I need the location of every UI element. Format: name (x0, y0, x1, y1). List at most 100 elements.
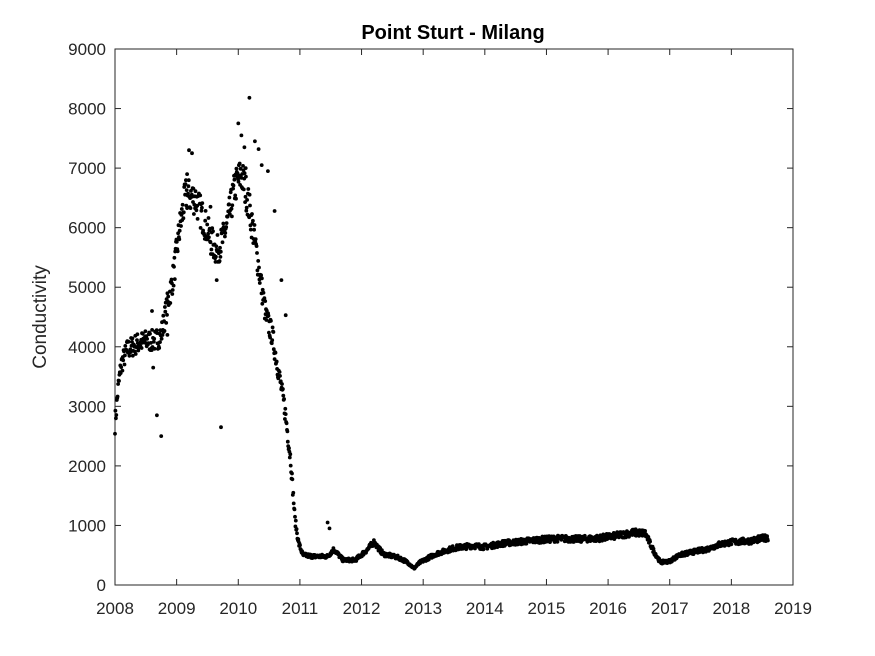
data-point (327, 526, 332, 531)
data-point (243, 166, 248, 171)
x-tick-label: 2014 (466, 599, 504, 618)
data-point (260, 276, 264, 281)
y-tick-label: 0 (97, 576, 106, 595)
x-tick-label: 2011 (282, 599, 319, 618)
x-tick-label: 2010 (219, 599, 257, 618)
data-point (227, 212, 232, 216)
chart-title: Point Sturt - Milang (361, 22, 544, 44)
data-point (266, 313, 271, 318)
data-point (208, 240, 213, 245)
data-point (244, 174, 248, 179)
data-point (155, 413, 159, 418)
data-point (174, 240, 179, 244)
data-point (223, 231, 228, 235)
data-point (221, 221, 226, 226)
data-point (643, 529, 647, 533)
data-point (184, 188, 189, 193)
data-point (218, 255, 223, 259)
data-point (261, 290, 266, 295)
data-point (231, 186, 236, 191)
data-point (157, 346, 162, 350)
data-point (244, 208, 249, 213)
data-point (298, 543, 302, 548)
data-point (244, 205, 249, 210)
data-point (165, 333, 170, 337)
data-point (214, 254, 218, 259)
data-point (206, 231, 211, 236)
data-point (259, 163, 264, 168)
x-tick-label: 2013 (404, 599, 442, 618)
data-point (219, 425, 223, 430)
data-point (262, 296, 267, 301)
data-point (205, 222, 210, 227)
data-point (195, 203, 200, 208)
data-point (256, 147, 261, 152)
data-point (264, 318, 269, 322)
data-point (215, 233, 220, 237)
data-point (253, 139, 257, 144)
data-point (257, 265, 261, 270)
data-point (224, 221, 229, 226)
data-point (287, 455, 292, 460)
data-point (220, 240, 225, 245)
data-point (572, 540, 576, 544)
data-point (290, 471, 294, 476)
data-point (291, 501, 296, 506)
data-point (214, 278, 219, 282)
data-points (113, 95, 770, 571)
data-point (284, 421, 289, 426)
data-point (152, 346, 157, 351)
x-tick-label: 2019 (774, 599, 812, 618)
data-point (130, 353, 135, 358)
data-point (152, 336, 157, 341)
data-point (119, 365, 124, 369)
data-point (272, 209, 277, 213)
data-point (116, 382, 120, 386)
data-point (218, 245, 222, 250)
data-point (231, 183, 236, 188)
data-point (209, 247, 214, 252)
data-point (172, 277, 177, 281)
data-point (245, 198, 250, 202)
data-point (217, 259, 222, 263)
data-point (266, 169, 270, 174)
data-point (177, 228, 182, 233)
data-point (122, 362, 127, 367)
data-point (203, 218, 208, 223)
data-point (248, 227, 253, 232)
data-point (273, 350, 278, 355)
data-point (293, 514, 297, 519)
data-point (161, 313, 166, 318)
data-point (186, 191, 190, 196)
data-point (114, 416, 118, 421)
data-point (263, 299, 268, 303)
data-point (172, 255, 177, 260)
data-point (220, 231, 224, 235)
data-point (159, 336, 164, 341)
data-point (163, 305, 167, 309)
data-point (193, 189, 198, 194)
data-point (191, 186, 196, 191)
data-point (241, 164, 245, 168)
data-point (267, 330, 271, 335)
data-point (194, 208, 199, 213)
data-point (170, 292, 175, 296)
data-point (274, 359, 279, 364)
y-axis: 0 1000 2000 3000 4000 5000 6000 7000 8000 9000 (68, 40, 793, 595)
data-point (278, 374, 282, 378)
y-tick-label: 8000 (68, 100, 106, 119)
data-point (270, 338, 275, 343)
data-point (254, 244, 259, 249)
data-point (198, 193, 203, 198)
data-point (229, 206, 234, 211)
y-tick-label: 5000 (68, 278, 106, 297)
data-point (186, 178, 191, 183)
data-point (291, 490, 296, 495)
data-point (199, 208, 204, 213)
data-point (168, 301, 173, 305)
data-point (188, 206, 193, 211)
data-point (246, 187, 251, 191)
data-point (283, 412, 288, 416)
data-point (145, 337, 150, 341)
data-point (151, 339, 156, 344)
